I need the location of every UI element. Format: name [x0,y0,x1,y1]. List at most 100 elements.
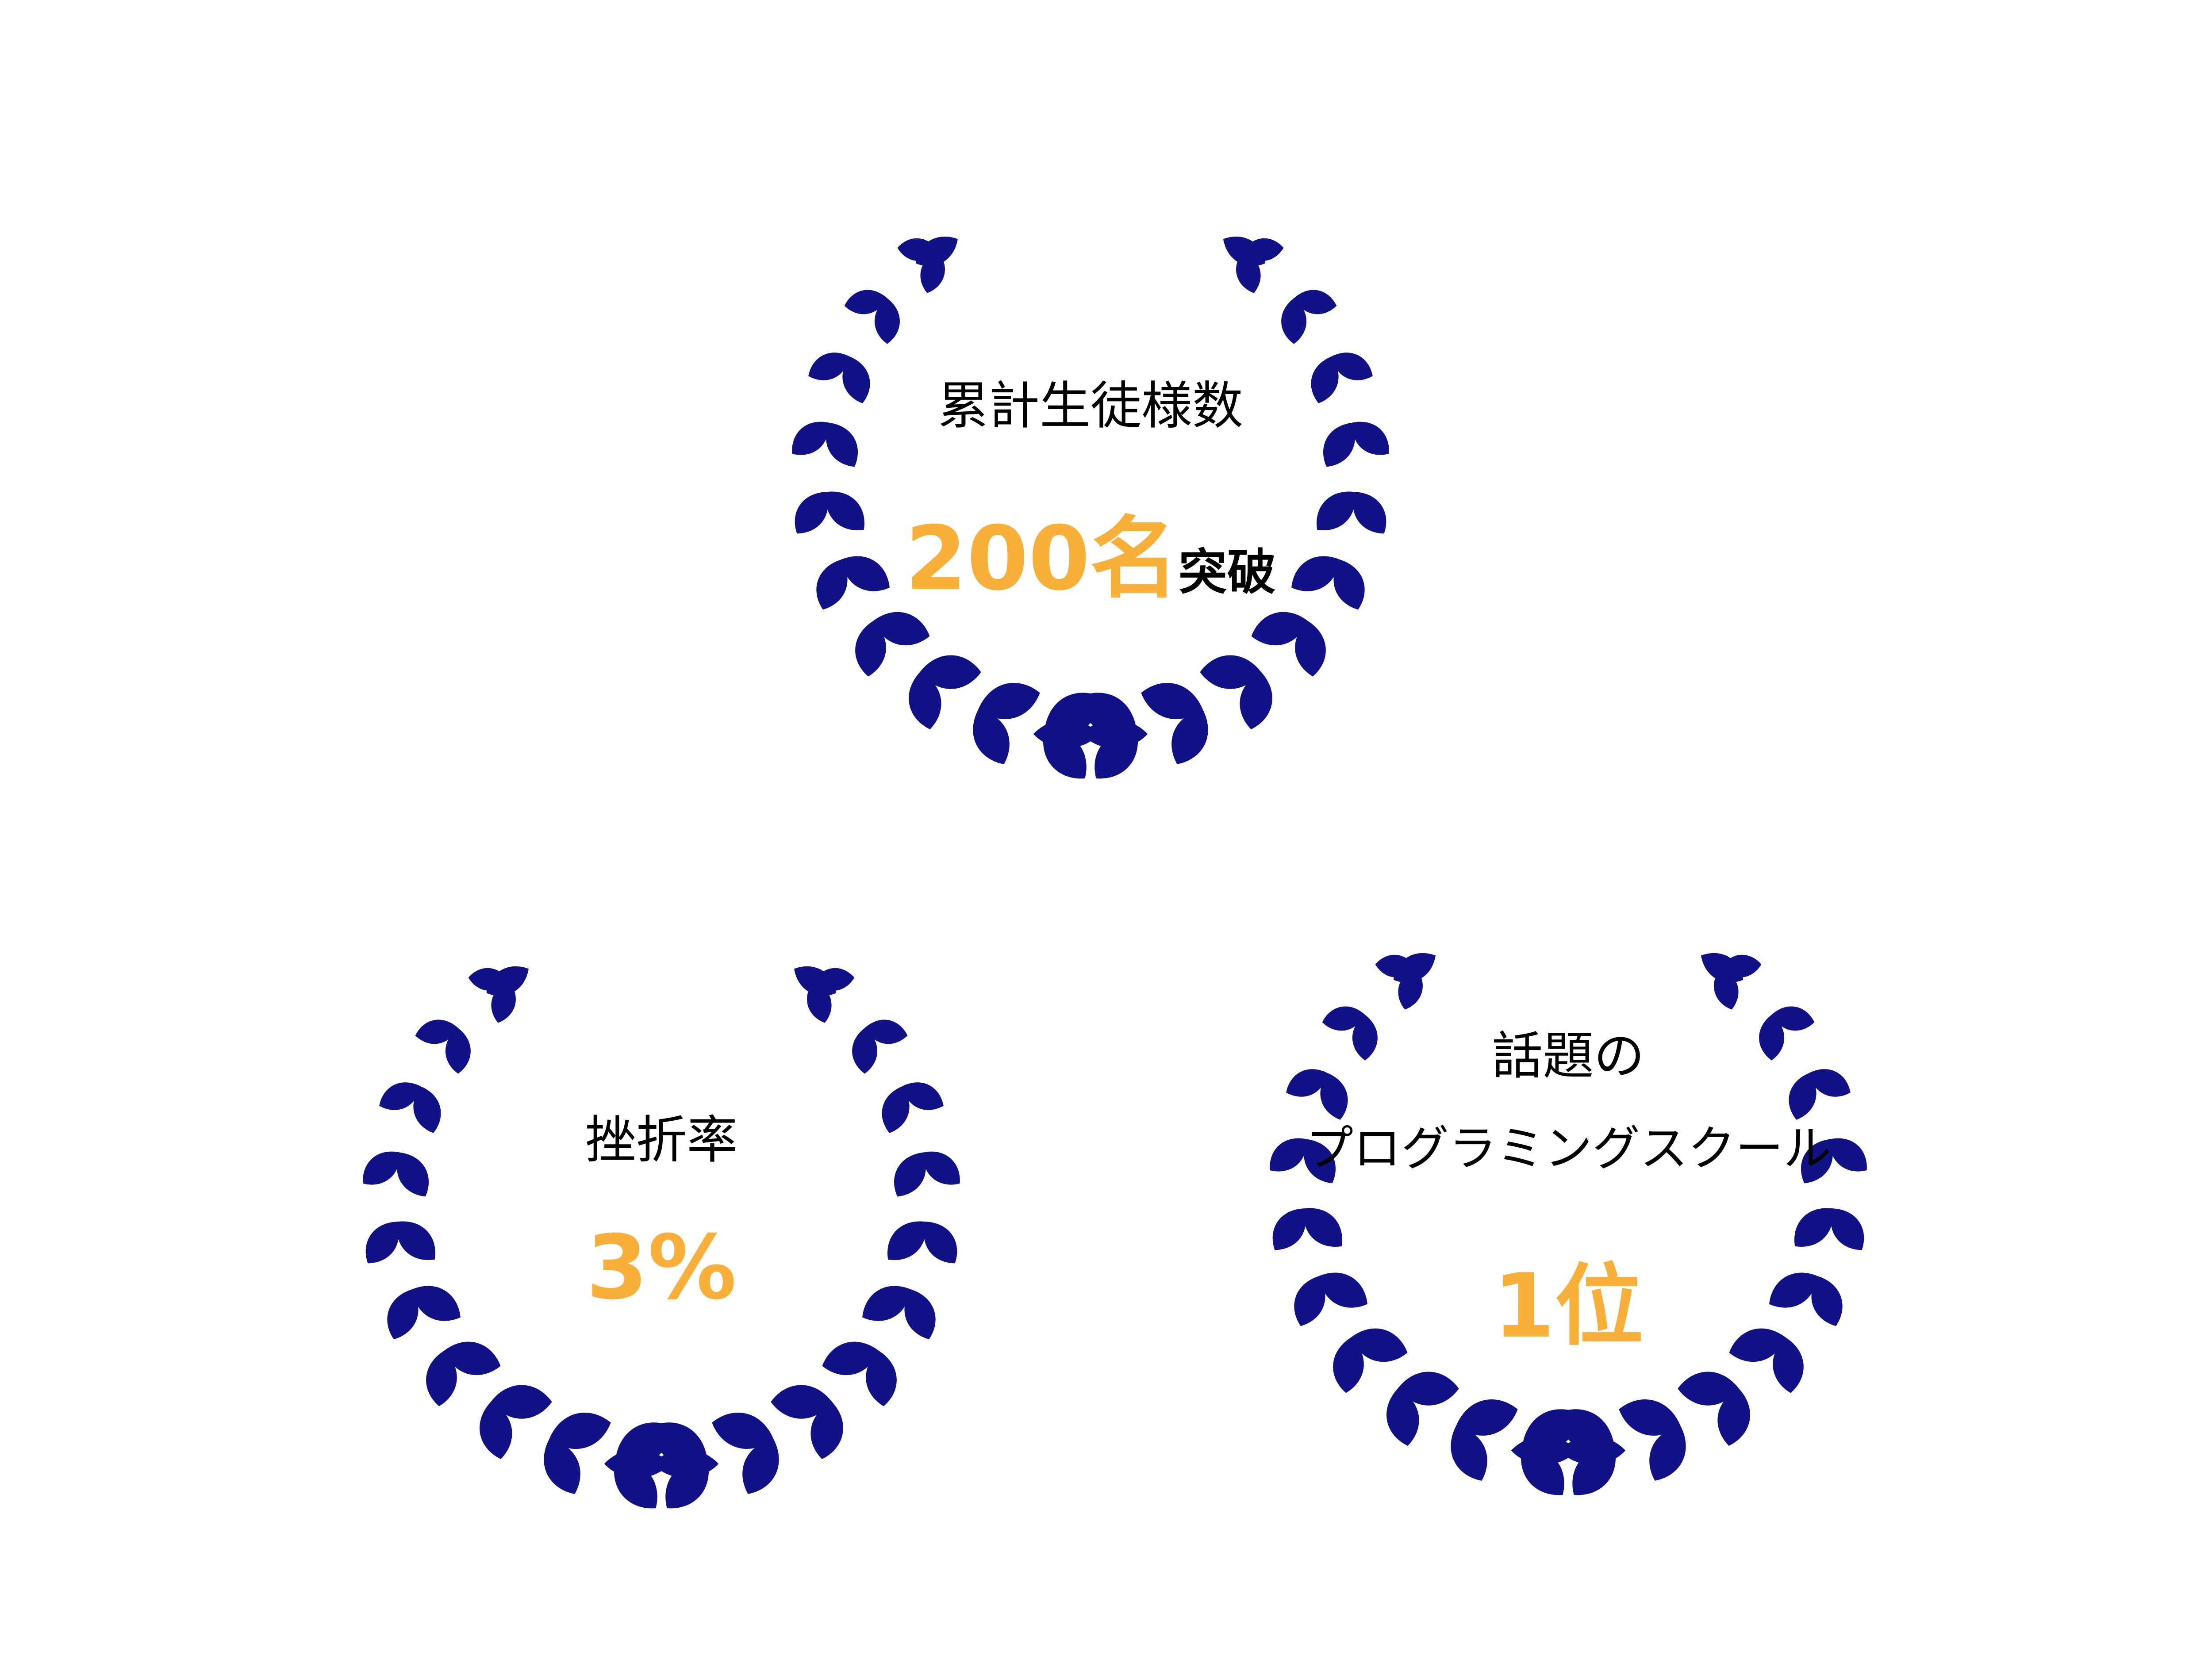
wreath-leaf [1240,672,1272,730]
wreath-leaf [771,1385,832,1419]
wreath-leaf [1311,356,1339,403]
wreath-leaf [852,1028,878,1074]
wreath-leaf [1717,1388,1750,1446]
badge-value-number: 1位 [1493,1255,1644,1358]
wreath-leaf [426,1351,457,1406]
wreath-leaf [842,356,870,403]
wreath-leaf [887,1221,926,1260]
wreath-left-branch [792,236,1148,779]
wreath-right-branch [1511,953,1867,1495]
wreath-leaf [1353,492,1386,534]
wreath-leaf [1729,1328,1786,1362]
wreath-leaf [1322,1006,1365,1031]
wreath-leaf [365,1222,399,1264]
wreath-leaf [1619,1399,1681,1436]
laurel-wreath-icon [792,236,1389,779]
wreath-leaf [864,1019,908,1044]
wreath-leaf [808,352,850,380]
wreath-leaf [1789,1073,1816,1120]
wreath-leaf [920,655,981,689]
wreath-leaf [1294,290,1337,314]
wreath-leaf [1333,559,1365,610]
wreath-leaf [1304,1139,1336,1184]
badge-label-line1: 話題の [1492,1027,1645,1086]
wreath-leaf [387,1289,419,1340]
wreath-leaf [1678,1372,1739,1406]
wreath-leaf [1794,1208,1833,1247]
wreath-leaf [1456,1399,1518,1436]
wreath-leaf [1295,621,1326,677]
wreath-leaf [862,1286,911,1321]
wreath-leaf [1386,1388,1419,1446]
wreath-leaf [902,1082,944,1110]
wreath-leaf [491,1385,552,1419]
wreath-leaf [1829,1138,1867,1172]
wreath-leaf [1352,1015,1378,1061]
wreath-leaf [894,1152,926,1197]
wreath-leaf [1223,236,1266,266]
wreath-leaf [1141,682,1203,719]
badge-value-suffix: 突破 [1178,544,1276,601]
wreath-leaf [397,1152,429,1197]
wreath-leaf [855,621,886,677]
wreath-leaf [904,1289,936,1340]
wreath-right-branch [1033,236,1389,779]
wreath-leaf [924,1222,957,1264]
badge-label-line2: プログラミングスクール [1305,1121,1831,1176]
wreath-leaf [1451,1425,1487,1481]
wreath-leaf [810,1402,843,1460]
badge-total-students: 累計生徒様数 200名突破 [708,164,1473,779]
wreath-leaf [1801,1139,1833,1184]
wreath-leaf [1281,298,1307,344]
badge-popular-school: 話題の プログラミングスクール 1位 [1186,880,1951,1495]
wreath-leaf [712,1412,774,1449]
wreath-leaf [973,709,1010,764]
wreath-leaf [1317,491,1356,530]
wreath-leaf [1759,1015,1785,1061]
wreath-leaf [792,421,830,455]
badge-value: 1位 [1186,1234,1951,1362]
wreath-leaf [1094,730,1138,779]
wreath-leaf [650,1422,708,1464]
wreath-leaf [413,1086,441,1133]
wreath-leaf [486,966,529,996]
wreath-leaf [445,1028,471,1074]
badge-label: 挫折率 [585,1111,738,1170]
wreath-leaf [1251,612,1308,646]
wreath-right-branch [604,966,960,1509]
wreath-leaf [1291,556,1340,591]
wreath-leaf [1270,1138,1307,1172]
wreath-leaf [742,1439,779,1494]
wreath-leaf [1809,1069,1851,1097]
wreath-leaf [978,682,1040,719]
wreath-leaf [1769,1272,1818,1308]
wreath-leaf [866,1351,897,1406]
wreath-leaf [1398,1372,1459,1406]
wreath-leaf [1393,953,1436,983]
wreath-leaf [1303,1208,1342,1247]
wreath-leaf [1352,421,1389,455]
wreath-leaf [665,1460,709,1509]
wreath-leaf [415,1019,458,1044]
wreath-leaf [363,1151,400,1185]
wreath-leaf [544,1439,580,1494]
wreath-leaf [444,1341,501,1375]
wreath-leaf [874,298,900,344]
laurel-wreath-icon [363,966,960,1509]
wreath-leaf [1771,1006,1815,1031]
wreath-leaf [915,236,958,266]
wreath-leaf [1701,953,1743,983]
wreath-leaf [1831,1208,1864,1250]
wreath-leaf [1033,720,1100,748]
badge-value-number: 3% [586,1216,737,1319]
wreath-leaf [1171,709,1208,764]
wreath-leaf [922,1151,960,1185]
wreath-leaf [1294,1276,1325,1326]
wreath-leaf [826,491,864,530]
wreath-leaf [909,672,941,730]
wreath-leaf [1511,1436,1578,1465]
wreath-leaf [1323,422,1355,467]
wreath-leaf [826,422,858,467]
wreath-leaf [480,1402,512,1460]
wreath-leaf [1351,1328,1408,1362]
